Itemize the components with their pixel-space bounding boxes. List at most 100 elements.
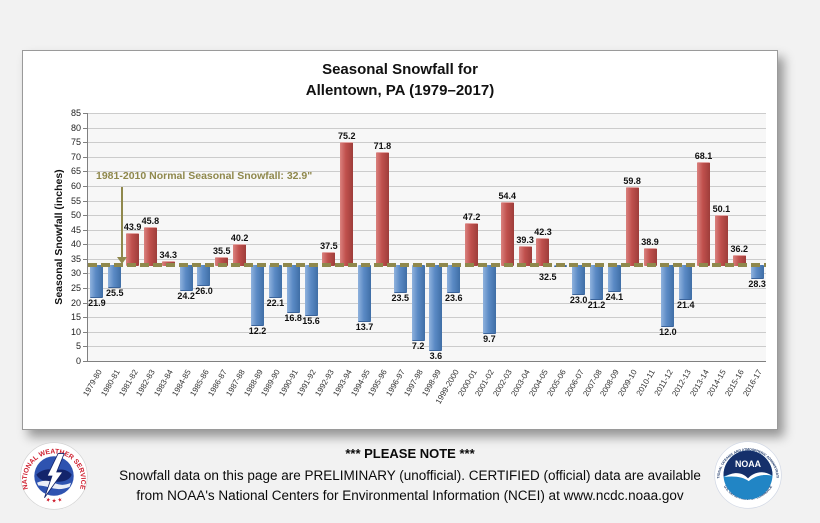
bar-2000-01 (465, 223, 479, 266)
normal-snowfall-annotation: 1981-2010 Normal Seasonal Snowfall: 32.9… (96, 170, 313, 182)
y-tick-label: 55 (70, 195, 81, 206)
value-label: 26.0 (195, 286, 213, 297)
value-label: 35.5 (213, 246, 231, 257)
value-label: 24.2 (177, 291, 195, 302)
y-tick-label: 20 (70, 297, 81, 308)
value-label: 43.9 (123, 221, 142, 232)
value-label: 21.4 (676, 299, 695, 310)
value-label: 32.5 (539, 272, 557, 283)
value-label: 75.2 (337, 130, 356, 141)
y-tick-mark (83, 229, 88, 231)
y-tick-label: 80 (70, 122, 81, 133)
y-tick-mark (83, 244, 88, 246)
bar-1992-93 (322, 251, 336, 266)
y-tick-label: 40 (70, 239, 81, 250)
value-label: 34.3 (159, 249, 178, 260)
value-label: 28.3 (748, 279, 766, 290)
y-tick-mark (83, 346, 88, 348)
bar-1997-98 (411, 265, 425, 341)
note-line-2: from NOAA's National Centers for Environ… (136, 488, 684, 503)
bar-1996-97 (393, 265, 407, 294)
y-tick-mark (83, 156, 88, 158)
noaa-logo: NATIONAL OCEANIC AND ATMOSPHERIC ADMINIS… (714, 441, 782, 509)
y-tick-label: 0 (75, 356, 81, 366)
y-tick-mark (83, 142, 88, 144)
bar-1980-81 (108, 265, 122, 288)
value-label: 37.5 (320, 240, 338, 251)
chart-title-line2: Allentown, PA (1979–2017) (305, 82, 495, 99)
y-tick-mark (83, 258, 88, 260)
bar-2012-13 (679, 265, 693, 300)
chart-title: Seasonal Snowfall for Allentown, PA (197… (23, 59, 777, 101)
value-label: 54.4 (498, 191, 517, 202)
gridline (88, 258, 766, 260)
bar-1985-86 (197, 265, 211, 287)
chart-panel: Seasonal Snowfall for Allentown, PA (197… (22, 50, 778, 430)
please-note-title: *** PLEASE NOTE *** (345, 446, 475, 461)
value-label: 23.0 (569, 294, 588, 305)
gridline (88, 346, 766, 348)
y-tick-mark (83, 317, 88, 319)
bar-1986-87 (215, 257, 229, 266)
nws-lightning-icon (44, 453, 65, 498)
bar-1981-82 (126, 232, 140, 266)
gridline (88, 200, 766, 202)
nws-stars: ★ ★ ★ (45, 497, 64, 505)
y-tick-mark (83, 171, 88, 173)
svg-text:★ ★ ★: ★ ★ ★ (45, 497, 64, 505)
y-tick-label: 30 (70, 268, 81, 279)
gridline (88, 127, 766, 129)
value-label: 36.2 (730, 244, 748, 255)
value-label: 12.2 (248, 326, 267, 337)
y-tick-label: 10 (70, 326, 81, 337)
noaa-gull-icon (724, 472, 772, 482)
noaa-wordmark: NOAA (735, 459, 762, 469)
value-label: 59.8 (623, 175, 641, 186)
y-tick-label: 15 (70, 312, 81, 323)
value-label: 42.3 (534, 226, 552, 237)
y-tick-mark (83, 127, 88, 129)
gridline (88, 273, 766, 275)
value-label: 45.8 (141, 216, 160, 227)
gridline (88, 113, 766, 114)
y-tick-mark (83, 273, 88, 275)
y-tick-label: 35 (70, 253, 81, 264)
value-label: 9.7 (483, 333, 496, 344)
bar-1990-91 (286, 265, 300, 313)
bar-1994-95 (358, 265, 372, 323)
y-tick-label: 60 (70, 180, 81, 191)
gridline (88, 142, 766, 144)
bar-1998-99 (429, 265, 443, 352)
value-label: 12.0 (659, 326, 677, 337)
y-tick-mark (83, 185, 88, 187)
value-label: 39.3 (516, 235, 534, 246)
value-label: 16.8 (284, 312, 302, 323)
gridline (88, 156, 766, 158)
bar-1988-89 (251, 265, 264, 327)
bar-1987-88 (233, 243, 247, 266)
bar-2003-04 (518, 246, 532, 266)
value-label: 7.2 (411, 340, 425, 351)
y-tick-label: 85 (70, 108, 81, 118)
y-tick-mark (83, 215, 88, 217)
bar-2004-05 (536, 237, 550, 266)
bar-2011-12 (661, 265, 675, 327)
bar-2009-10 (625, 186, 639, 266)
bar-2010-11 (643, 247, 657, 266)
normal-snowfall-line (88, 263, 766, 267)
value-label: 3.6 (429, 351, 443, 362)
y-tick-mark (83, 331, 88, 333)
gridline (88, 185, 766, 187)
note-line-1: Snowfall data on this page are PRELIMINA… (119, 468, 701, 483)
value-label: 15.6 (302, 316, 320, 327)
bar-1982-83 (143, 227, 157, 266)
y-tick-mark (83, 200, 88, 202)
y-tick-label: 75 (70, 137, 81, 148)
chart-title-line1: Seasonal Snowfall for (322, 61, 478, 78)
y-tick-label: 5 (75, 341, 81, 352)
gridline (88, 288, 766, 290)
bar-2014-15 (714, 214, 728, 266)
value-label: 22.1 (266, 297, 285, 308)
y-tick-mark (83, 113, 88, 114)
noaa-sky-icon (723, 450, 773, 480)
